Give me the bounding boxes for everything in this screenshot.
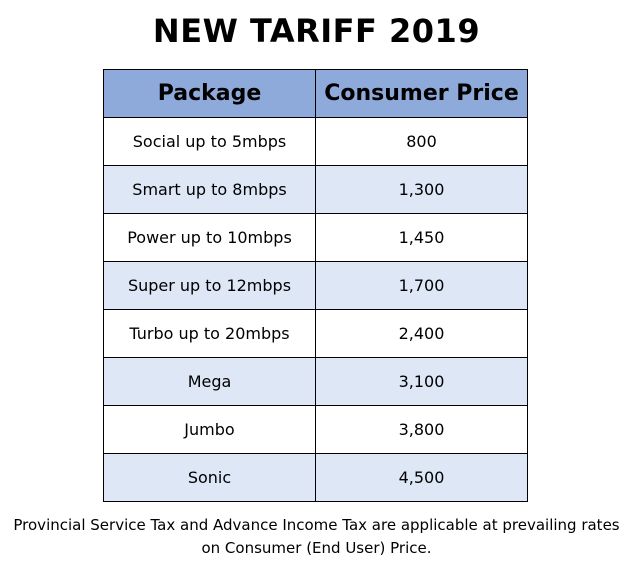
package-cell: Jumbo [103, 405, 316, 454]
column-header-consumer-price: Consumer Price [315, 69, 528, 118]
table-row: Smart up to 8mbps 1,300 [103, 165, 528, 214]
package-cell: Mega [103, 357, 316, 406]
price-cell: 3,100 [315, 357, 528, 406]
price-cell: 4,500 [315, 453, 528, 502]
price-cell: 1,300 [315, 165, 528, 214]
table-row: Turbo up to 20mbps 2,400 [103, 309, 528, 358]
price-cell: 1,450 [315, 213, 528, 262]
price-cell: 1,700 [315, 261, 528, 310]
package-cell: Super up to 12mbps [103, 261, 316, 310]
tax-note: Provincial Service Tax and Advance Incom… [0, 514, 633, 560]
price-cell: 2,400 [315, 309, 528, 358]
table-row: Social up to 5mbps 800 [103, 117, 528, 166]
package-cell: Power up to 10mbps [103, 213, 316, 262]
tax-note-line-2: on Consumer (End User) Price. [201, 539, 432, 557]
package-cell: Smart up to 8mbps [103, 165, 316, 214]
tariff-table: Package Consumer Price Social up to 5mbp… [103, 69, 528, 502]
package-cell: Social up to 5mbps [103, 117, 316, 166]
price-cell: 800 [315, 117, 528, 166]
table-row: Sonic 4,500 [103, 453, 528, 502]
column-header-package: Package [103, 69, 316, 118]
table-row: Mega 3,100 [103, 357, 528, 406]
tax-note-line-1: Provincial Service Tax and Advance Incom… [13, 516, 620, 534]
table-row: Power up to 10mbps 1,450 [103, 213, 528, 262]
table-row: Super up to 12mbps 1,700 [103, 261, 528, 310]
table-header-row: Package Consumer Price [103, 69, 528, 118]
table-row: Jumbo 3,800 [103, 405, 528, 454]
package-cell: Turbo up to 20mbps [103, 309, 316, 358]
price-cell: 3,800 [315, 405, 528, 454]
package-cell: Sonic [103, 453, 316, 502]
page-title: NEW TARIFF 2019 [152, 12, 481, 50]
